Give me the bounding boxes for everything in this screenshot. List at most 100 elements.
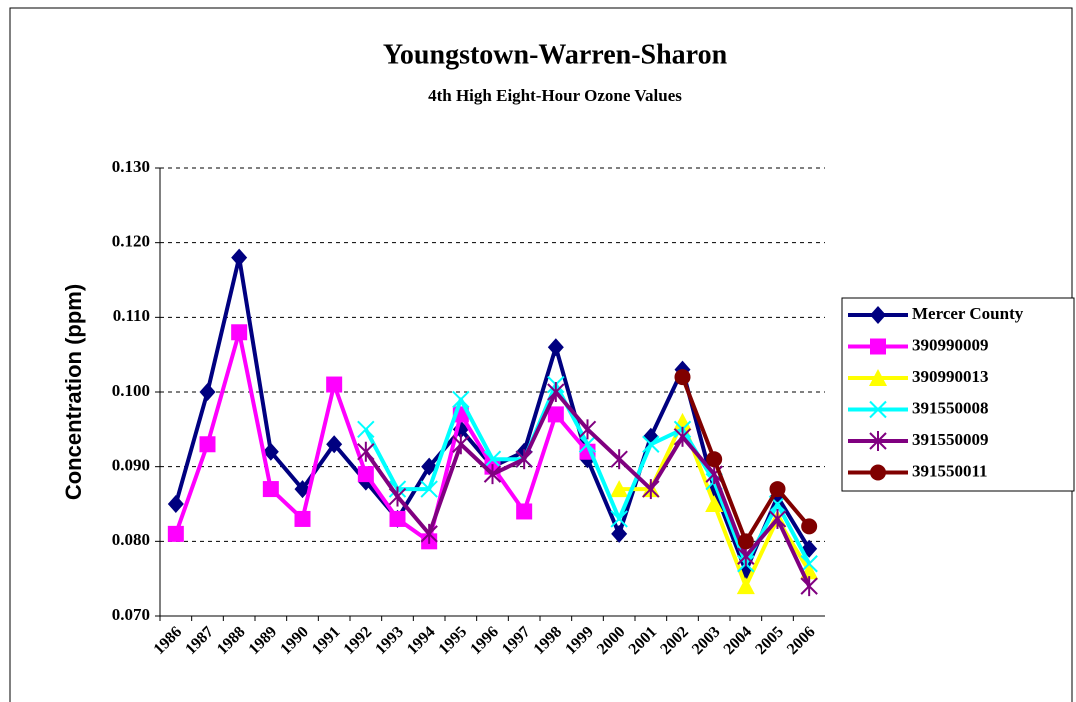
marker-shape: [547, 338, 564, 357]
marker-shape: [801, 518, 818, 535]
marker-shape: [420, 480, 438, 498]
y-axis-title: Concentration (ppm): [61, 284, 86, 500]
marker: [420, 523, 438, 544]
marker: [642, 435, 660, 453]
marker: [547, 382, 565, 402]
marker-shape: [231, 248, 248, 267]
marker-shape: [452, 390, 470, 409]
marker-shape: [483, 450, 502, 468]
marker: [674, 369, 691, 386]
marker: [421, 457, 438, 476]
marker: [769, 481, 786, 498]
y-tick-label: 0.130: [112, 157, 150, 176]
marker-shape: [642, 435, 660, 453]
y-tick-label: 0.110: [113, 306, 150, 325]
marker-shape: [610, 510, 628, 528]
marker: [357, 420, 375, 439]
legend-label: 391550008: [912, 398, 989, 417]
legend-label: 391550009: [912, 430, 989, 449]
marker-shape: [199, 436, 216, 453]
y-tick-label: 0.100: [112, 381, 150, 400]
marker-shape: [167, 495, 184, 513]
marker: [870, 464, 886, 481]
marker: [610, 480, 629, 498]
marker: [167, 525, 184, 542]
marker: [357, 441, 375, 462]
marker-shape: [674, 369, 691, 386]
marker: [547, 338, 564, 357]
marker-shape: [610, 480, 629, 498]
marker: [294, 510, 311, 527]
y-tick-label: 0.120: [112, 232, 150, 251]
marker-shape: [737, 533, 754, 550]
marker: [326, 435, 343, 454]
marker: [610, 510, 628, 528]
marker: [801, 518, 818, 535]
y-tick-label: 0.080: [112, 530, 150, 549]
marker: [869, 431, 887, 451]
marker: [870, 338, 886, 355]
marker: [737, 533, 754, 550]
marker: [578, 435, 597, 453]
marker: [547, 406, 564, 423]
marker: [199, 383, 216, 401]
marker-shape: [516, 503, 533, 520]
marker: [388, 486, 407, 507]
marker: [357, 466, 374, 483]
marker: [516, 503, 533, 520]
y-tick-label: 0.090: [112, 456, 150, 475]
marker: [800, 555, 818, 573]
marker: [452, 434, 470, 455]
marker-shape: [705, 495, 724, 512]
marker-shape: [768, 495, 787, 513]
marker-shape: [736, 577, 755, 595]
marker: [262, 481, 279, 498]
marker: [870, 306, 886, 324]
marker-shape: [231, 324, 248, 341]
marker: [167, 495, 184, 513]
marker: [199, 436, 216, 453]
marker-shape: [800, 555, 818, 573]
marker: [483, 464, 502, 485]
marker-shape: [769, 481, 786, 498]
marker: [578, 419, 597, 440]
marker: [611, 524, 628, 543]
marker-shape: [167, 525, 184, 542]
chart-subtitle: 4th High Eight-Hour Ozone Values: [428, 86, 682, 105]
marker: [231, 248, 248, 267]
marker-shape: [869, 400, 887, 419]
marker: [231, 324, 248, 341]
marker-shape: [199, 383, 216, 401]
marker: [736, 577, 755, 595]
marker-shape: [870, 306, 886, 324]
marker-shape: [294, 510, 311, 527]
marker-shape: [262, 481, 279, 498]
marker: [706, 451, 723, 468]
marker-shape: [262, 442, 279, 461]
marker: [705, 495, 724, 512]
marker: [389, 510, 406, 527]
marker: [262, 442, 279, 461]
marker: [800, 576, 818, 597]
marker-shape: [611, 524, 628, 543]
marker-shape: [357, 420, 375, 439]
marker-shape: [389, 510, 406, 527]
marker: [869, 400, 887, 419]
marker: [452, 390, 470, 409]
marker-shape: [578, 435, 597, 453]
marker: [610, 449, 628, 470]
marker: [420, 480, 438, 498]
marker: [642, 479, 660, 500]
marker-shape: [547, 406, 564, 423]
y-tick-label: 0.070: [112, 605, 150, 624]
marker-shape: [326, 435, 343, 454]
legend-box: [841, 297, 1075, 492]
legend-label: 390990009: [912, 335, 989, 354]
marker-shape: [870, 464, 886, 481]
chart-title: Youngstown-Warren-Sharon: [383, 39, 728, 70]
marker: [869, 369, 887, 386]
marker-shape: [869, 369, 887, 386]
marker: [768, 508, 787, 529]
marker: [673, 426, 692, 447]
